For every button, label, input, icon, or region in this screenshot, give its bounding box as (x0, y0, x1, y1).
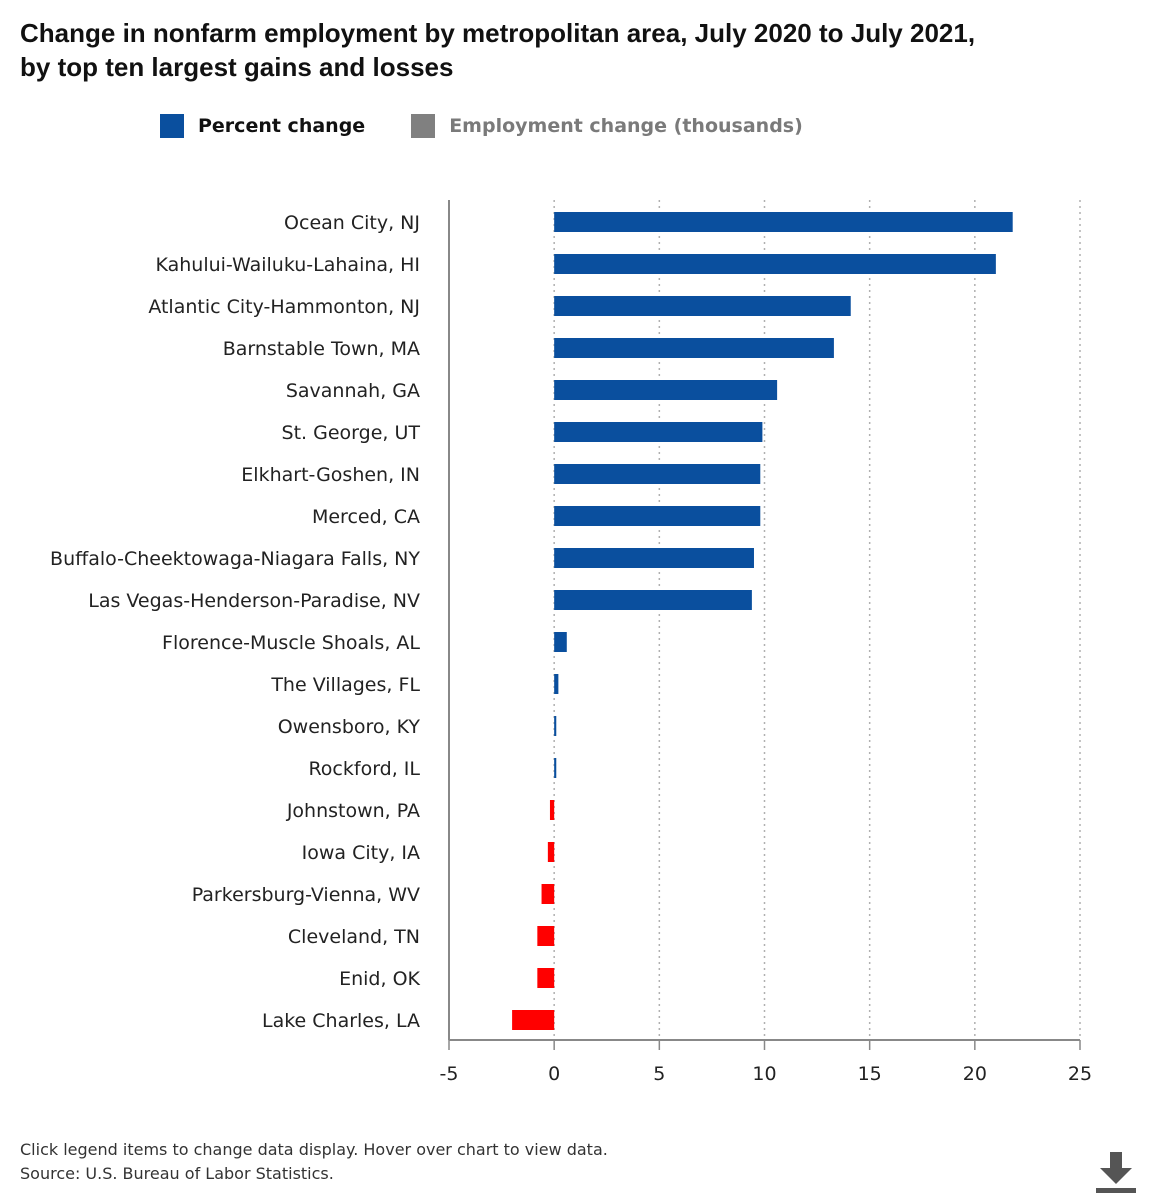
bar[interactable] (554, 338, 834, 358)
category-label: The Villages, FL (270, 674, 420, 696)
category-label: Kahului-Wailuku-Lahaina, HI (155, 254, 420, 276)
bar[interactable] (554, 296, 851, 316)
footnote-instructions: Click legend items to change data displa… (20, 1140, 608, 1159)
x-tick-label: 0 (548, 1063, 560, 1085)
bar[interactable] (554, 758, 557, 778)
legend-label-employment-change: Employment change (thousands) (449, 115, 803, 137)
category-label: Barnstable Town, MA (223, 338, 420, 360)
bar[interactable] (541, 884, 555, 904)
chart-title-line-1: Change in nonfarm employment by metropol… (20, 18, 976, 48)
bar[interactable] (547, 842, 555, 862)
chart-title-line-2: by top ten largest gains and losses (20, 52, 454, 82)
category-label: Owensboro, KY (278, 716, 421, 738)
bar[interactable] (554, 548, 754, 568)
legend-label-percent-change: Percent change (198, 115, 366, 137)
bar[interactable] (549, 800, 555, 820)
category-label: Elkhart-Goshen, IN (241, 464, 420, 486)
chart-legend: Percent change Employment change (thousa… (160, 114, 803, 138)
category-label: Parkersburg-Vienna, WV (192, 884, 420, 906)
category-label: St. George, UT (282, 422, 421, 444)
chart-title: Change in nonfarm employment by metropol… (20, 16, 1130, 84)
legend-item-percent-change[interactable]: Percent change (160, 114, 365, 138)
chart-footnote: Click legend items to change data displa… (20, 1138, 608, 1186)
bar[interactable] (554, 422, 763, 442)
footnote-source: Source: U.S. Bureau of Labor Statistics. (20, 1164, 334, 1183)
category-label: Cleveland, TN (288, 926, 420, 948)
category-label: Lake Charles, LA (262, 1010, 420, 1032)
bar[interactable] (537, 926, 555, 946)
bar[interactable] (554, 674, 559, 694)
category-label: Enid, OK (339, 968, 420, 990)
category-label: Johnstown, PA (286, 800, 420, 822)
category-label: Savannah, GA (286, 380, 420, 402)
bar[interactable] (554, 716, 557, 736)
bar[interactable] (554, 254, 996, 274)
bar[interactable] (554, 590, 752, 610)
category-label: Buffalo-Cheektowaga-Niagara Falls, NY (50, 548, 420, 570)
x-tick-label: 25 (1068, 1063, 1092, 1085)
x-tick-label: 20 (963, 1063, 987, 1085)
bar[interactable] (554, 464, 761, 484)
x-tick-label: -5 (440, 1063, 459, 1085)
bar[interactable] (554, 212, 1013, 232)
bar-chart[interactable]: -5 0 5 10 15 20 25 Ocean City, NJ Kahului-Wailuk… (0, 180, 1160, 1100)
legend-swatch-employment-change (411, 114, 436, 138)
bar[interactable] (554, 632, 567, 652)
category-label: Las Vegas-Henderson-Paradise, NV (88, 590, 420, 612)
x-tick-label: 15 (858, 1063, 882, 1085)
legend-item-employment-change[interactable]: Employment change (thousands) (411, 114, 803, 138)
legend-swatch-percent-change (160, 114, 184, 138)
x-tick-label: 10 (752, 1063, 776, 1085)
bar[interactable] (537, 968, 555, 988)
bar[interactable] (512, 1010, 555, 1030)
x-tick-label: 5 (653, 1063, 665, 1085)
bar[interactable] (554, 506, 761, 526)
category-label: Atlantic City-Hammonton, NJ (148, 296, 420, 318)
category-label: Florence-Muscle Shoals, AL (162, 632, 420, 654)
bar[interactable] (554, 380, 778, 400)
category-label: Ocean City, NJ (284, 212, 420, 234)
category-label: Iowa City, IA (302, 842, 420, 864)
category-label: Merced, CA (312, 506, 420, 528)
category-label: Rockford, IL (308, 758, 420, 780)
download-icon[interactable] (1094, 1150, 1138, 1194)
